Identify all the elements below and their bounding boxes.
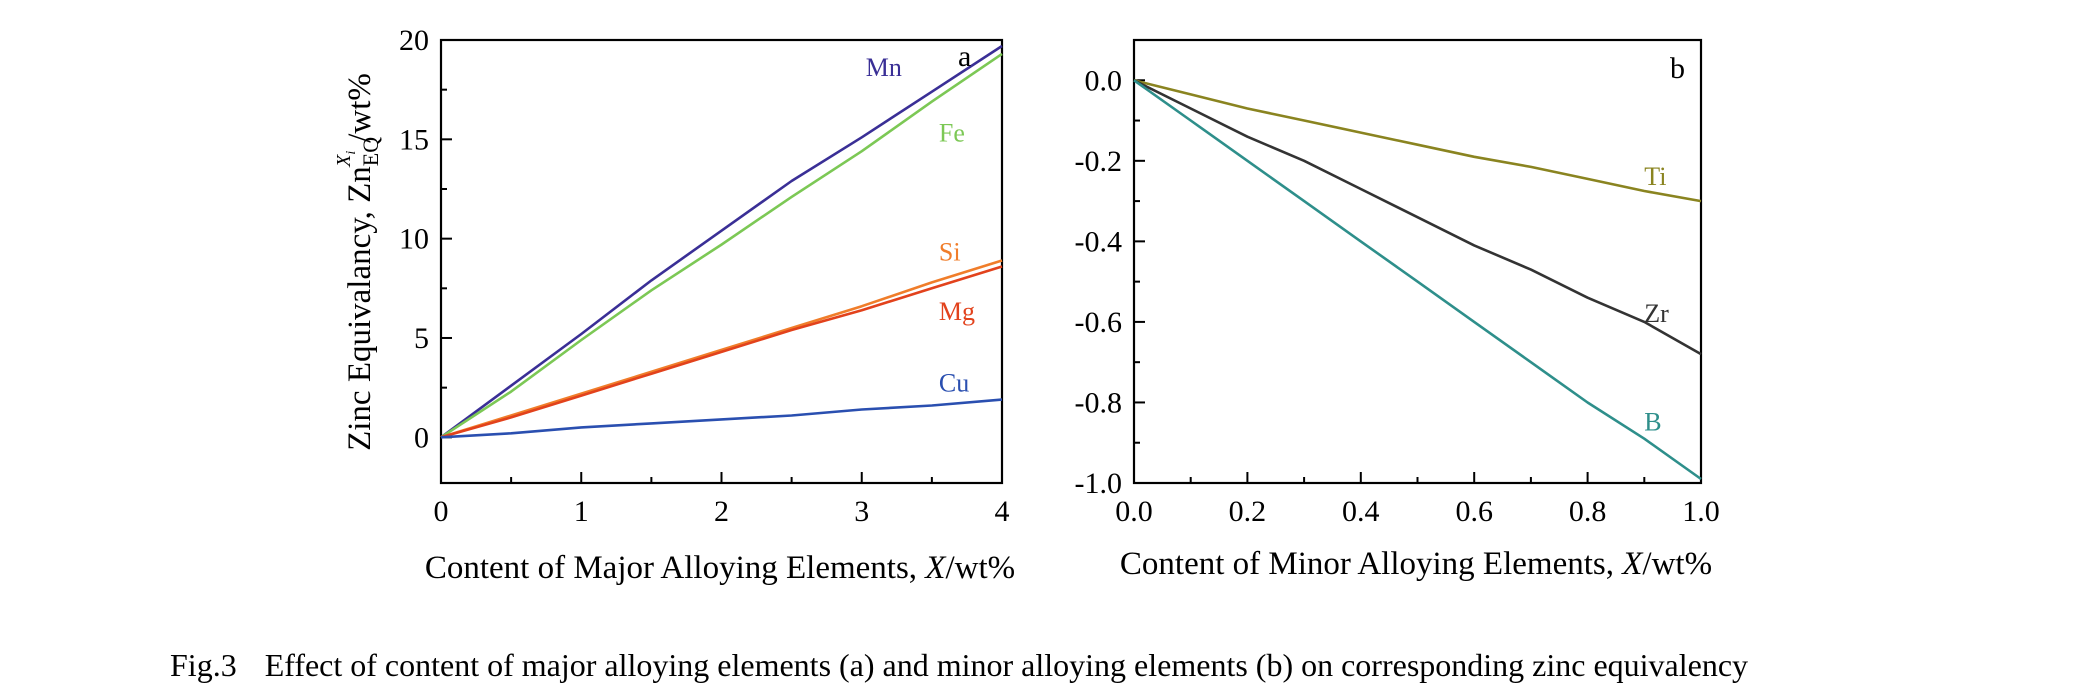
panel-a-y-axis-label-sub: EQ bbox=[358, 137, 383, 166]
panel-b-x-axis-label-prefix: Content of Minor Alloying Elements, bbox=[1120, 546, 1622, 582]
panel-b-x-tick-label: 1.0 bbox=[1682, 495, 1720, 528]
panel-a-x-axis-label-suffix: /wt% bbox=[945, 550, 1015, 586]
panel-a-letter: a bbox=[958, 40, 971, 73]
series-label-zr: Zr bbox=[1644, 299, 1669, 328]
panel-b-y-tick-label: -0.6 bbox=[1075, 306, 1123, 339]
panel-a-plot-frame bbox=[439, 38, 1004, 485]
series-line-cu bbox=[440, 398, 1003, 439]
panel-b-plot-frame bbox=[1132, 38, 1703, 485]
panel-b-letter: b bbox=[1670, 52, 1685, 85]
panel-a-x-tick-label: 4 bbox=[995, 495, 1010, 528]
panel-a-y-tick-label: 10 bbox=[399, 223, 429, 256]
panel-b-x-axis-label: Content of Minor Alloying Elements, X/wt… bbox=[1120, 546, 1712, 582]
panel-b-ticks: 0.0 0.2 0.4 0.6 0.8 1.0 0.0 -0.2 -0.4 -0.6 -0.8 -1.… bbox=[1075, 64, 1720, 528]
series-label-ti: Ti bbox=[1644, 162, 1666, 191]
panel-b-y-tick-label: -1.0 bbox=[1075, 467, 1123, 500]
panel-a-ticks: 0 1 2 3 4 0 5 10 15 20 bbox=[399, 24, 1010, 528]
series-label-cu: Cu bbox=[939, 369, 969, 398]
series-line-ti bbox=[1133, 79, 1702, 203]
series-line-mn bbox=[440, 44, 1003, 439]
panel-a-y-axis-label-suffix: /wt% bbox=[342, 73, 378, 143]
series-label-mn: Mn bbox=[866, 53, 902, 82]
panel-b: 0.0 0.2 0.4 0.6 0.8 1.0 0.0 -0.2 -0.4 -0.6 -0.8 -1.… bbox=[1075, 38, 1720, 582]
panel-a-y-tick-label: 20 bbox=[399, 24, 429, 57]
series-line-fe bbox=[440, 52, 1003, 439]
figure-caption: Fig.3 Effect of content of major alloying… bbox=[170, 646, 2070, 684]
series-label-mg: Mg bbox=[939, 297, 975, 326]
panel-b-x-tick-label: 0.6 bbox=[1455, 495, 1493, 528]
panel-a-x-axis-label: Content of Major Alloying Elements, X/wt… bbox=[425, 550, 1015, 586]
panel-b-x-tick-label: 0.4 bbox=[1342, 495, 1380, 528]
panel-a-y-axis-label-sup: X bbox=[333, 154, 355, 168]
panel-a-y-axis-label-sup-sub: i bbox=[344, 151, 359, 155]
panel-a-x-tick-label: 1 bbox=[574, 495, 589, 528]
panel-a-series-labels: Mn Fe Si Mg Cu bbox=[866, 53, 975, 398]
panel-b-x-tick-label: 0.8 bbox=[1569, 495, 1607, 528]
panel-b-x-tick-label: 0.2 bbox=[1229, 495, 1267, 528]
figure-caption-text: Effect of content of major alloying elem… bbox=[264, 647, 1749, 683]
panel-a: 0 1 2 3 4 0 5 10 15 20 Mn Fe Si Mg Cu a Content of Ma… bbox=[333, 24, 1015, 586]
panel-b-y-tick-label: 0.0 bbox=[1085, 64, 1123, 97]
panel-b-x-tick-label: 0.0 bbox=[1115, 495, 1153, 528]
series-line-mg bbox=[440, 265, 1003, 439]
series-label-si: Si bbox=[939, 238, 961, 267]
panel-b-series-labels: Ti Zr B bbox=[1644, 162, 1669, 437]
panel-a-y-tick-label: 0 bbox=[414, 421, 429, 454]
series-line-b bbox=[1133, 79, 1702, 481]
panel-b-x-axis-label-suffix: /wt% bbox=[1642, 546, 1712, 582]
figure-number: Fig.3 bbox=[170, 647, 237, 683]
series-line-si bbox=[440, 259, 1003, 439]
panel-a-y-axis-label-prefix: Zinc Equivalancy, Zn bbox=[342, 166, 378, 451]
panel-a-y-tick-label: 15 bbox=[399, 123, 429, 156]
panel-a-x-tick-label: 0 bbox=[434, 495, 449, 528]
series-label-fe: Fe bbox=[939, 118, 965, 147]
series-label-b: B bbox=[1644, 408, 1661, 437]
panel-a-y-axis-label: Zinc Equivalancy, ZnEQXi/wt% bbox=[333, 73, 383, 451]
panel-a-x-axis-label-var: X bbox=[923, 550, 947, 586]
panel-b-y-tick-label: -0.8 bbox=[1075, 386, 1123, 419]
panel-a-y-tick-label: 5 bbox=[414, 322, 429, 355]
panel-b-y-tick-label: -0.4 bbox=[1075, 225, 1123, 258]
panel-a-x-tick-label: 3 bbox=[854, 495, 869, 528]
panel-b-series bbox=[1133, 79, 1702, 481]
panel-a-series bbox=[440, 44, 1003, 439]
panel-a-x-tick-label: 2 bbox=[714, 495, 729, 528]
panel-b-y-tick-label: -0.2 bbox=[1075, 145, 1123, 178]
series-line-zr bbox=[1133, 79, 1702, 356]
panel-b-x-axis-label-var: X bbox=[1620, 546, 1644, 582]
panel-a-x-axis-label-prefix: Content of Major Alloying Elements, bbox=[425, 550, 925, 586]
